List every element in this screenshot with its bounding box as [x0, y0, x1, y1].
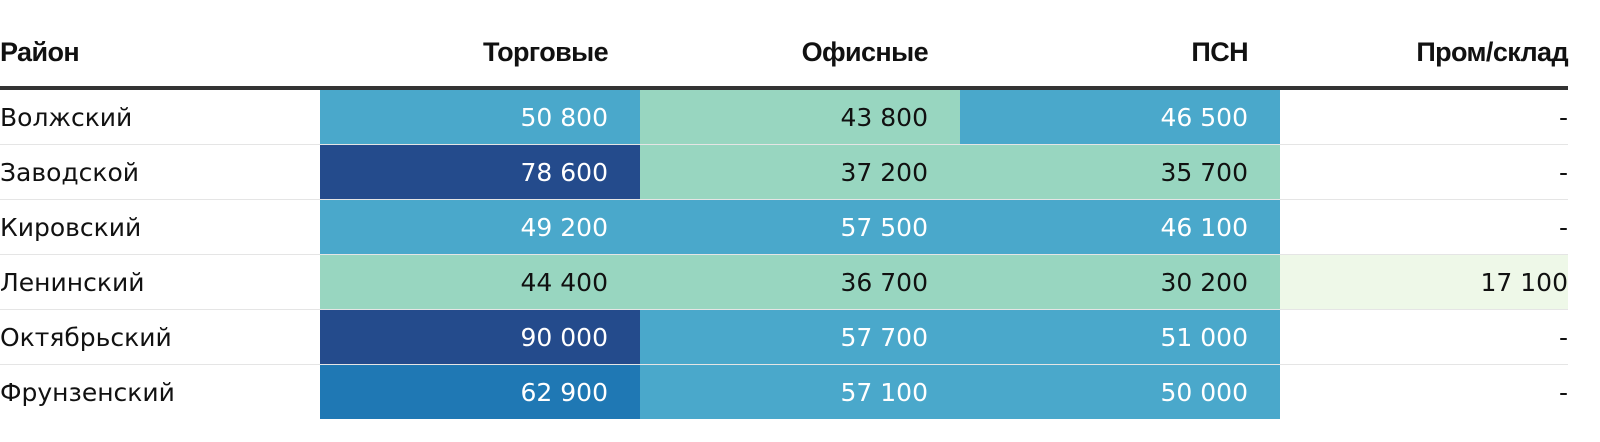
value-cell: 50 800 [320, 88, 640, 145]
value-cell: 37 200 [640, 144, 960, 200]
table-row: Ленинский 44 400 36 700 30 200 17 100 [0, 254, 1568, 310]
column-header-psn: ПСН [960, 18, 1280, 90]
value-cell: - [1280, 309, 1568, 365]
value-cell: 51 000 [960, 309, 1280, 365]
value-cell: 36 700 [640, 254, 960, 310]
value-cell: 46 500 [960, 88, 1280, 145]
value-cell: 57 100 [640, 364, 960, 419]
district-name: Заводской [0, 144, 320, 200]
value-cell: - [1280, 144, 1568, 200]
column-header-retail: Торговые [320, 18, 640, 90]
value-cell: 90 000 [320, 309, 640, 365]
column-header-industrial: Пром/склад [1280, 18, 1569, 90]
table-row: Заводской 78 600 37 200 35 700- [0, 144, 1568, 200]
table-row: Октябрьский 90 000 57 700 51 000- [0, 309, 1568, 365]
value-cell: 49 200 [320, 199, 640, 255]
value-cell: 43 800 [640, 88, 960, 145]
table-row: Фрунзенский 62 900 57 100 50 000- [0, 364, 1568, 419]
table-row: Волжский 50 800 43 800 46 500- [0, 88, 1568, 145]
heatmap-table: Район Торговые Офисные ПСН Пром/склад Во… [0, 18, 1569, 419]
district-name: Октябрьский [0, 309, 320, 365]
heatmap-table-container: Район Торговые Офисные ПСН Пром/склад Во… [0, 18, 1569, 419]
district-name: Фрунзенский [0, 377, 175, 407]
value-cell: - [1280, 88, 1568, 145]
value-cell: 57 500 [640, 199, 960, 255]
value-cell: 62 900 [320, 364, 640, 419]
value-cell: - [1280, 199, 1568, 255]
value-cell: 44 400 [320, 254, 640, 310]
column-header-district: Район [0, 18, 320, 90]
table-body: Волжский 50 800 43 800 46 500- Заводской 78 6… [0, 88, 1568, 419]
district-name: Волжский [0, 88, 320, 145]
value-cell: 30 200 [960, 254, 1280, 310]
value-cell: - [1280, 364, 1568, 419]
value-cell: 17 100 [1280, 254, 1568, 310]
value-cell: 78 600 [320, 144, 640, 200]
column-header-office: Офисные [640, 18, 960, 90]
header-row: Район Торговые Офисные ПСН Пром/склад [0, 18, 1569, 90]
value-cell: 35 700 [960, 144, 1280, 200]
value-cell: 46 100 [960, 199, 1280, 255]
value-cell: 50 000 [960, 364, 1280, 419]
district-name: Кировский [0, 199, 320, 255]
district-name: Ленинский [0, 254, 320, 310]
table-row: Кировский 49 200 57 500 46 100- [0, 199, 1568, 255]
value-cell: 57 700 [640, 309, 960, 365]
